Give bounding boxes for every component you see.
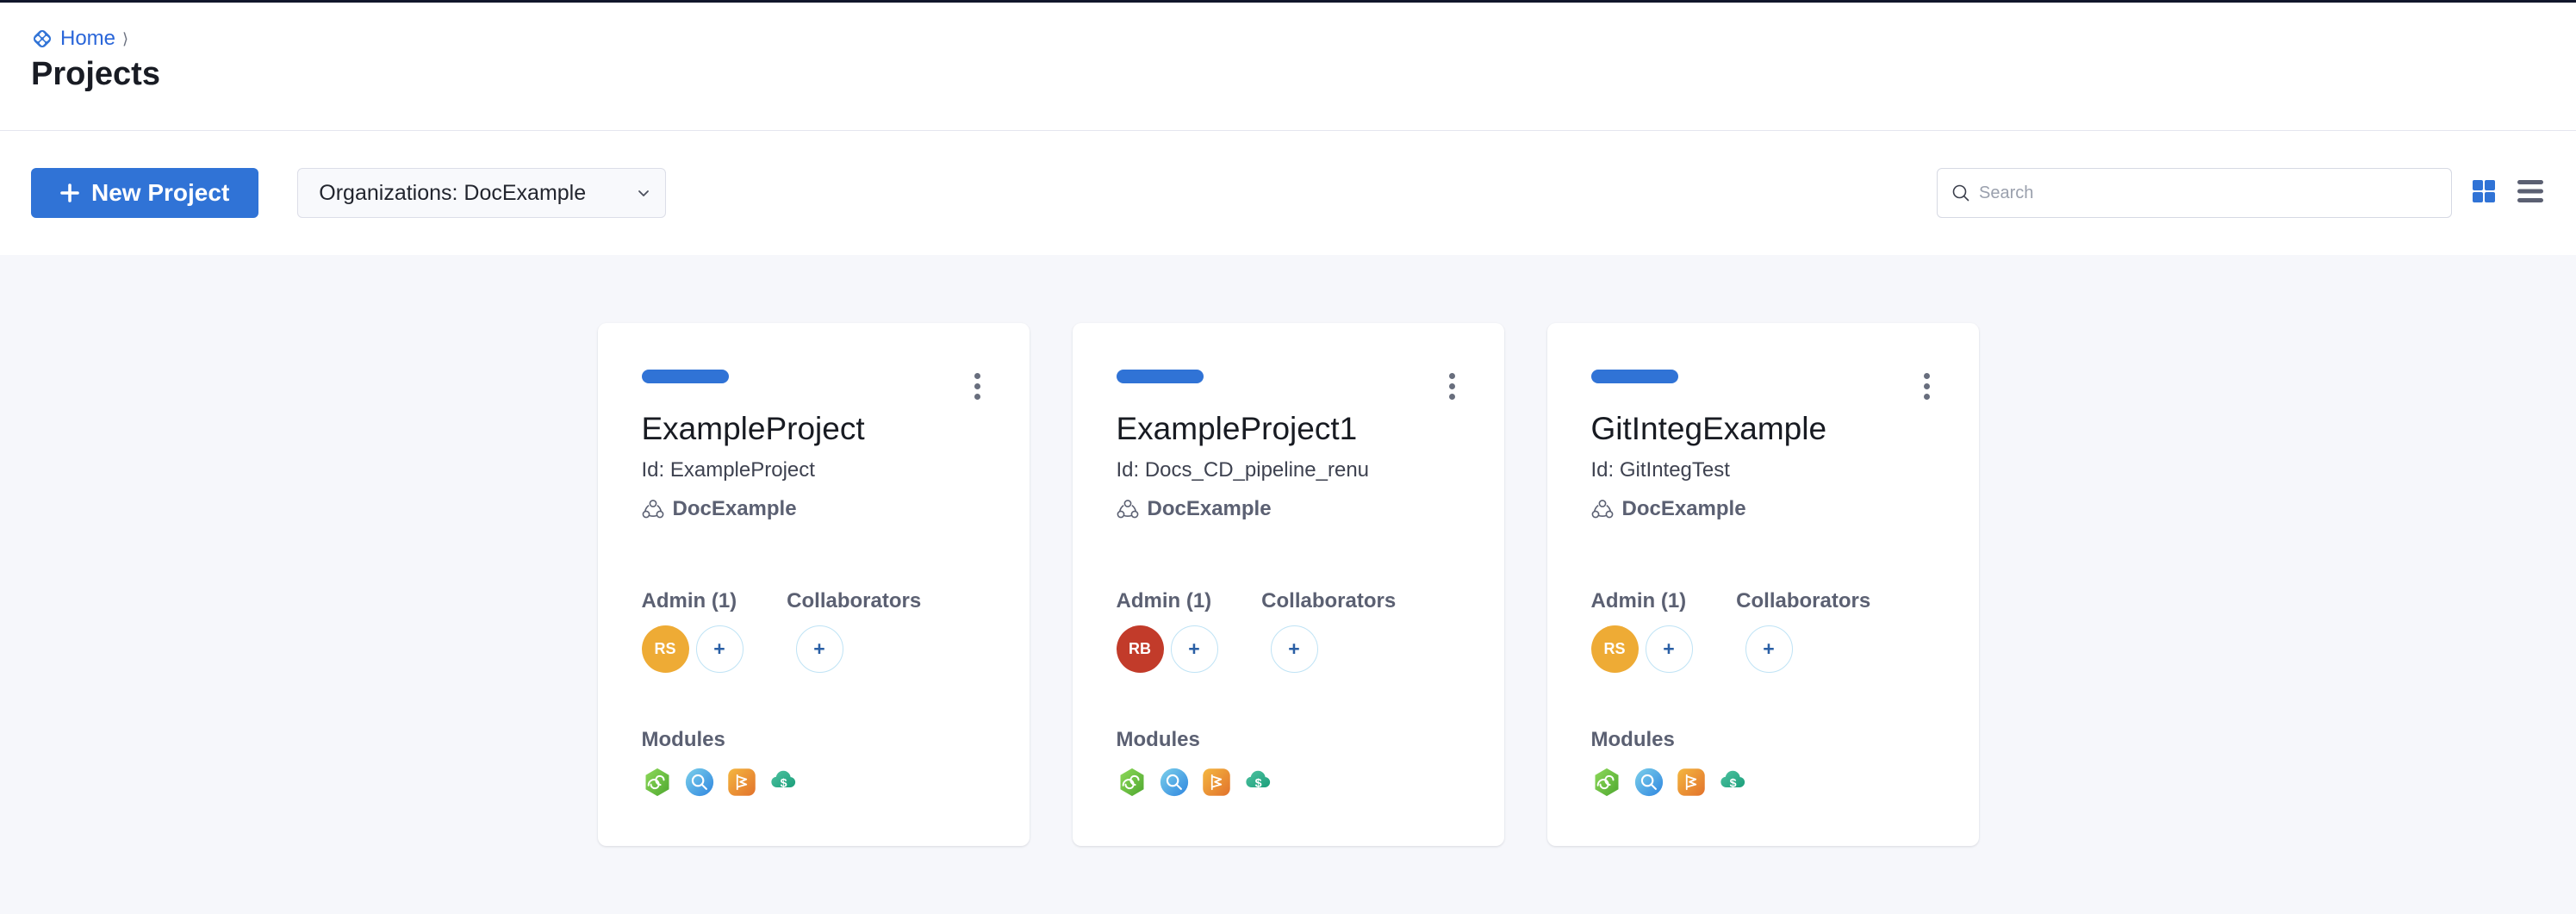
svg-text:$: $ xyxy=(1729,776,1736,790)
svg-text:$: $ xyxy=(1254,776,1261,790)
svg-text:$: $ xyxy=(780,776,787,790)
